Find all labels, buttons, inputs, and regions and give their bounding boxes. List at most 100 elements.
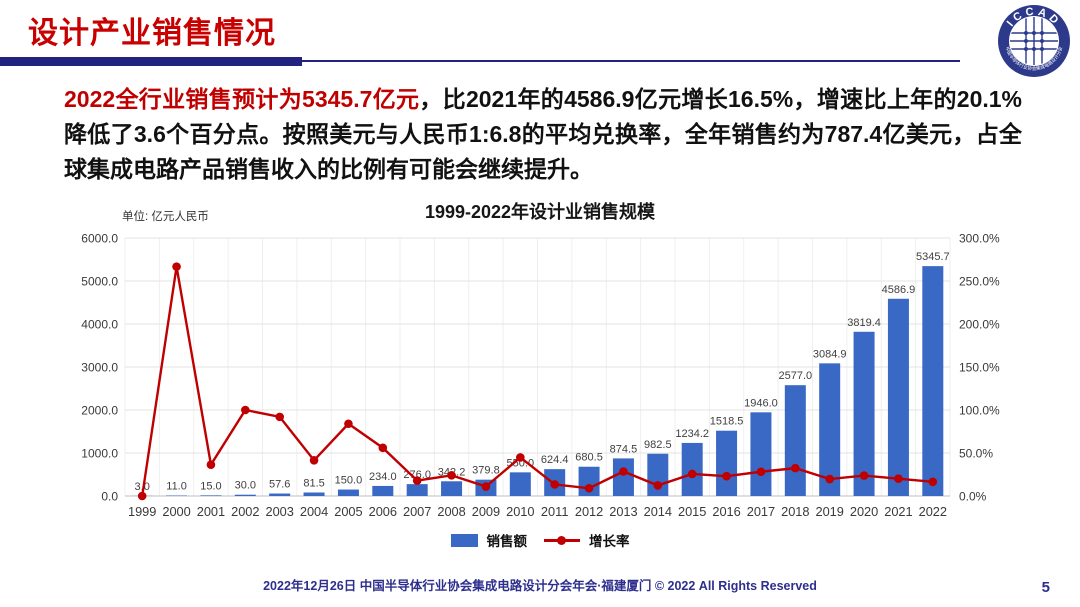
growth-rate-marker xyxy=(275,412,284,422)
right-axis-tick: 0.0% xyxy=(959,490,987,504)
growth-rate-marker xyxy=(653,481,663,490)
sales-bar xyxy=(509,472,531,496)
summary-paragraph: 2022全行业销售预计为5345.7亿元，比2021年的4586.9亿元增长16… xyxy=(64,82,1022,187)
bar-value-label: 4586.9 xyxy=(882,284,916,296)
x-axis-label: 2013 xyxy=(609,504,637,519)
right-axis-tick: 150.0% xyxy=(959,361,1000,375)
left-axis-tick: 3000.0 xyxy=(81,361,118,375)
bar-value-label: 680.5 xyxy=(575,452,603,464)
growth-rate-marker xyxy=(791,463,800,473)
growth-rate-marker xyxy=(619,467,628,476)
growth-rate-marker xyxy=(309,456,319,465)
sales-bar xyxy=(303,492,325,496)
growth-rate-marker xyxy=(516,453,525,462)
bar-value-label: 30.0 xyxy=(235,480,256,492)
growth-rate-marker xyxy=(687,469,697,479)
sales-bar xyxy=(853,331,875,496)
summary-rest: ，比2021年的4586.9亿元增长16.5%，增速比上年的20.1%降低了3.… xyxy=(64,86,1022,182)
right-axis-tick: 100.0% xyxy=(959,404,1000,418)
growth-rate-marker xyxy=(825,474,834,484)
x-axis-label: 2019 xyxy=(815,504,843,519)
page-number: 5 xyxy=(1041,579,1050,596)
growth-rate-marker xyxy=(206,460,216,469)
x-axis-label: 1999 xyxy=(128,504,156,519)
footer-credit: 2022年12月26日 中国半导体行业协会集成电路设计分会年会·福建厦门 © 2… xyxy=(263,579,817,593)
bar-value-label: 379.8 xyxy=(472,465,500,477)
x-axis-label: 2005 xyxy=(334,504,362,519)
legend-growth-swatch-icon xyxy=(544,534,580,547)
sales-bar xyxy=(716,430,738,496)
title-underline-thick xyxy=(0,57,302,66)
sales-bar xyxy=(612,458,634,496)
sales-bar xyxy=(200,495,222,496)
growth-rate-marker xyxy=(137,491,147,501)
chart-title: 1999-2022年设计业销售规模 xyxy=(424,202,656,222)
growth-rate-marker xyxy=(550,480,559,489)
x-axis-label: 2021 xyxy=(884,504,912,519)
bar-value-label: 1946.0 xyxy=(744,397,778,409)
chart-unit-label: 单位: 亿元人民币 xyxy=(122,211,209,223)
growth-rate-line xyxy=(141,266,933,497)
x-axis-label: 2003 xyxy=(265,504,293,519)
bar-value-label: 982.5 xyxy=(644,439,672,451)
bar-value-label: 2577.0 xyxy=(778,370,812,382)
bar-value-label: 81.5 xyxy=(303,477,324,489)
sales-bar xyxy=(922,266,944,496)
x-axis-label: 2000 xyxy=(162,504,190,519)
bar-value-label: 57.6 xyxy=(269,479,290,491)
right-axis-tick: 200.0% xyxy=(959,318,1000,332)
left-axis-tick: 0.0 xyxy=(101,490,118,504)
page-title: 设计产业销售情况 xyxy=(28,17,276,50)
sales-bar xyxy=(750,412,772,496)
bar-value-label: 1518.5 xyxy=(710,416,744,428)
right-axis-tick: 300.0% xyxy=(959,232,1000,246)
sales-bar xyxy=(887,298,909,496)
growth-rate-marker xyxy=(241,405,250,415)
right-axis-tick: 250.0% xyxy=(959,275,1000,289)
left-axis-tick: 5000.0 xyxy=(81,275,118,289)
bar-value-label: 234.0 xyxy=(369,471,397,483)
x-axis-label: 2008 xyxy=(437,504,465,519)
x-axis-label: 2009 xyxy=(472,504,500,519)
bar-value-label: 550.0 xyxy=(507,457,535,469)
x-axis-label: 2022 xyxy=(919,504,947,519)
growth-rate-marker xyxy=(481,482,491,491)
bar-value-label: 3084.9 xyxy=(813,348,847,360)
sales-bar xyxy=(269,493,291,496)
x-axis-label: 2004 xyxy=(300,504,328,519)
bar-value-label: 874.5 xyxy=(610,443,638,455)
x-axis-label: 2007 xyxy=(403,504,431,519)
right-axis-tick: 50.0% xyxy=(959,447,993,461)
bar-value-label: 11.0 xyxy=(166,481,187,493)
left-axis-tick: 4000.0 xyxy=(81,318,118,332)
growth-rate-marker xyxy=(722,471,731,481)
x-axis-label: 2012 xyxy=(575,504,603,519)
legend-sales-swatch-icon xyxy=(450,533,478,547)
x-axis-label: 2016 xyxy=(712,504,740,519)
x-axis-label: 2020 xyxy=(850,504,878,519)
bar-value-label: 15.0 xyxy=(200,480,221,492)
bar-value-label: 1234.2 xyxy=(675,428,709,440)
bar-value-label: 276.0 xyxy=(403,469,431,481)
bar-value-label: 624.4 xyxy=(541,454,569,466)
sales-chart: 1999-2022年设计业销售规模 单位: 亿元人民币 0.0 1000.0 200… xyxy=(60,198,1020,560)
sales-bar xyxy=(647,453,669,496)
left-axis-tick: 6000.0 xyxy=(81,232,118,246)
x-axis-label: 2010 xyxy=(506,504,534,519)
growth-rate-marker xyxy=(447,471,456,480)
sales-bar xyxy=(372,485,394,496)
growth-rate-marker xyxy=(756,467,766,477)
growth-rate-marker xyxy=(412,476,422,485)
iccad-logo: ICCAD 中国半导体行业协会集成电路设计分会 xyxy=(998,5,1070,77)
growth-rate-marker xyxy=(894,474,903,484)
bar-value-label: 5345.7 xyxy=(916,251,950,263)
sales-bar xyxy=(681,442,703,496)
chart-plot-area: 0.0 1000.0 2000.0 3000.0 4000.0 5000.0 6000.0 0… xyxy=(81,232,1000,520)
x-axis-label: 2006 xyxy=(369,504,397,519)
logo-circuit-dots xyxy=(1024,31,1044,51)
x-axis-label: 2011 xyxy=(541,504,569,519)
left-axis-tick: 2000.0 xyxy=(81,404,118,418)
x-axis-label: 2015 xyxy=(678,504,706,519)
x-axis-label: 2018 xyxy=(781,504,809,519)
